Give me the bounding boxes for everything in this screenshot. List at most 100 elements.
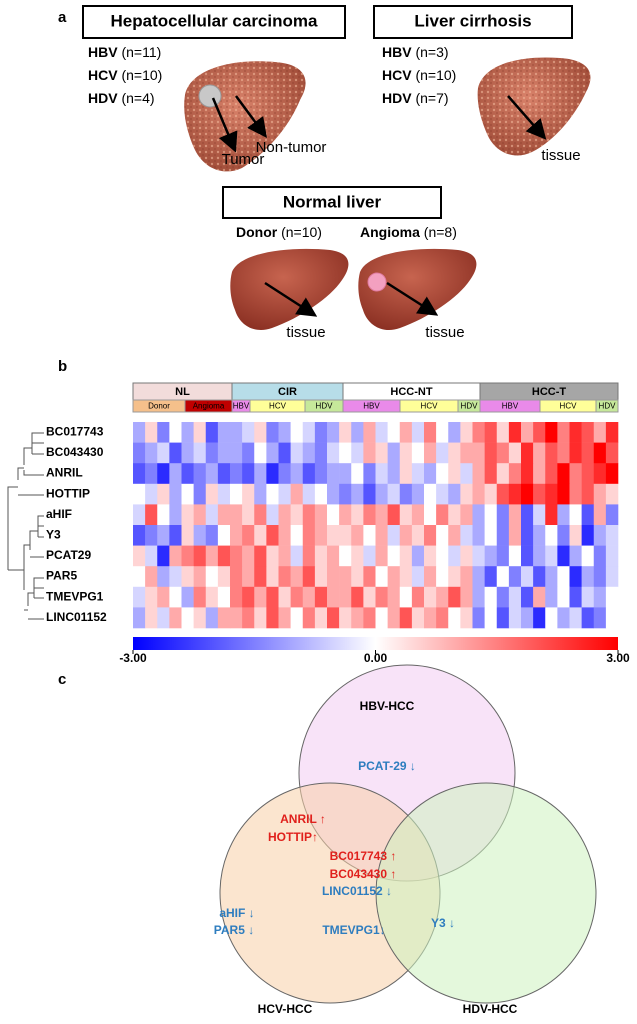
heat-cell bbox=[545, 607, 558, 629]
heat-cell bbox=[217, 566, 231, 588]
heat-cell bbox=[278, 483, 291, 505]
heat-cell bbox=[266, 566, 279, 588]
heat-cell bbox=[266, 483, 279, 505]
heat-cell bbox=[133, 422, 146, 443]
heat-cell bbox=[169, 545, 182, 567]
venn-item: HOTTIP↑ bbox=[268, 830, 318, 844]
arrow bbox=[264, 281, 318, 317]
heat-cell bbox=[181, 566, 194, 588]
heat-cell bbox=[593, 566, 607, 588]
heat-cell bbox=[278, 545, 291, 567]
gene-label: PCAT29 bbox=[46, 548, 91, 562]
heat-cell bbox=[242, 607, 255, 629]
heat-cell bbox=[254, 463, 267, 485]
heat-cell bbox=[533, 442, 546, 464]
heat-cell bbox=[169, 483, 182, 505]
heat-cell bbox=[557, 422, 570, 443]
title-box bbox=[373, 5, 573, 39]
heat-cell bbox=[242, 442, 255, 464]
heat-cell bbox=[496, 504, 510, 526]
heat-cell bbox=[205, 545, 219, 567]
heat-cell bbox=[266, 504, 279, 526]
group-name: HCV bbox=[88, 67, 118, 83]
venn-item: PAR5 ↓ bbox=[214, 923, 254, 937]
heat-cell bbox=[254, 607, 267, 629]
heat-cell bbox=[472, 525, 485, 546]
heat-cell bbox=[436, 483, 449, 505]
heat-cell bbox=[278, 504, 291, 526]
heat-cell bbox=[460, 566, 473, 588]
set-label: HDV-HCC bbox=[463, 1002, 518, 1016]
heat-cell bbox=[351, 442, 364, 464]
heat-cell bbox=[230, 483, 243, 505]
heat-cell bbox=[484, 566, 498, 588]
heat-cell bbox=[314, 504, 328, 526]
heat-cell bbox=[581, 607, 595, 629]
heat-cell bbox=[266, 463, 279, 485]
heat-cell bbox=[157, 504, 170, 526]
group-name: HDV bbox=[382, 90, 412, 106]
set-label: HCV-HCC bbox=[258, 1002, 313, 1016]
heat-cell bbox=[193, 442, 207, 464]
heat-cell bbox=[254, 525, 267, 546]
heat-cell bbox=[581, 422, 595, 443]
group-label: HCC-T bbox=[532, 386, 566, 398]
venn-item: TMEVPG1↓ bbox=[322, 923, 385, 937]
heat-cell bbox=[339, 525, 352, 546]
subgroup-label: HDV bbox=[316, 402, 334, 411]
heat-cell bbox=[460, 483, 473, 505]
heat-cell bbox=[484, 422, 498, 443]
heat-cell bbox=[302, 483, 316, 505]
heat-cell bbox=[472, 545, 485, 567]
heat-cell bbox=[605, 463, 619, 485]
group-label: NL bbox=[175, 386, 190, 398]
heat-cell bbox=[569, 504, 582, 526]
heat-cell bbox=[448, 504, 461, 526]
group-name: Donor bbox=[236, 224, 278, 240]
venn-item: BC043430 ↑ bbox=[330, 867, 397, 881]
heat-cell bbox=[472, 607, 485, 629]
heat-cell bbox=[581, 504, 595, 526]
heat-cell bbox=[302, 504, 316, 526]
heat-cell bbox=[593, 442, 607, 464]
heat-cell bbox=[508, 422, 522, 443]
heat-cell bbox=[266, 607, 279, 629]
liver-texture bbox=[477, 57, 591, 156]
heat-cell bbox=[484, 545, 498, 567]
heat-cell bbox=[363, 586, 376, 608]
heat-cell bbox=[448, 463, 461, 485]
gene-label: aHIF bbox=[46, 507, 72, 521]
heat-cell bbox=[242, 525, 255, 546]
heat-cell bbox=[460, 442, 473, 464]
heat-cell bbox=[545, 566, 558, 588]
heat-cell bbox=[496, 566, 510, 588]
heat-cell bbox=[290, 504, 304, 526]
heat-cell bbox=[339, 422, 352, 443]
heat-cell bbox=[193, 422, 207, 443]
heat-cell bbox=[290, 442, 304, 464]
heat-cell bbox=[205, 463, 219, 485]
heat-cell bbox=[314, 586, 328, 608]
heat-cell bbox=[424, 442, 437, 464]
heat-cell bbox=[387, 483, 401, 505]
title-box bbox=[222, 186, 442, 219]
heat-cell bbox=[557, 607, 570, 629]
heat-cell bbox=[290, 483, 304, 505]
heat-cell bbox=[533, 607, 546, 629]
heat-cell bbox=[545, 525, 558, 546]
heat-cell bbox=[448, 607, 461, 629]
heat-cell bbox=[351, 504, 364, 526]
heat-cell bbox=[593, 463, 607, 485]
heat-cell bbox=[327, 566, 340, 588]
heat-cell bbox=[181, 504, 194, 526]
heat-cell bbox=[145, 504, 158, 526]
heat-cell bbox=[508, 607, 522, 629]
heat-cell bbox=[436, 586, 449, 608]
heat-cell bbox=[436, 442, 449, 464]
heat-cell bbox=[521, 422, 534, 443]
heat-cell bbox=[290, 607, 304, 629]
subgroup-label: HDV bbox=[599, 402, 617, 411]
colorbar bbox=[133, 637, 618, 650]
heat-cell bbox=[569, 422, 582, 443]
heat-cell bbox=[351, 422, 364, 443]
